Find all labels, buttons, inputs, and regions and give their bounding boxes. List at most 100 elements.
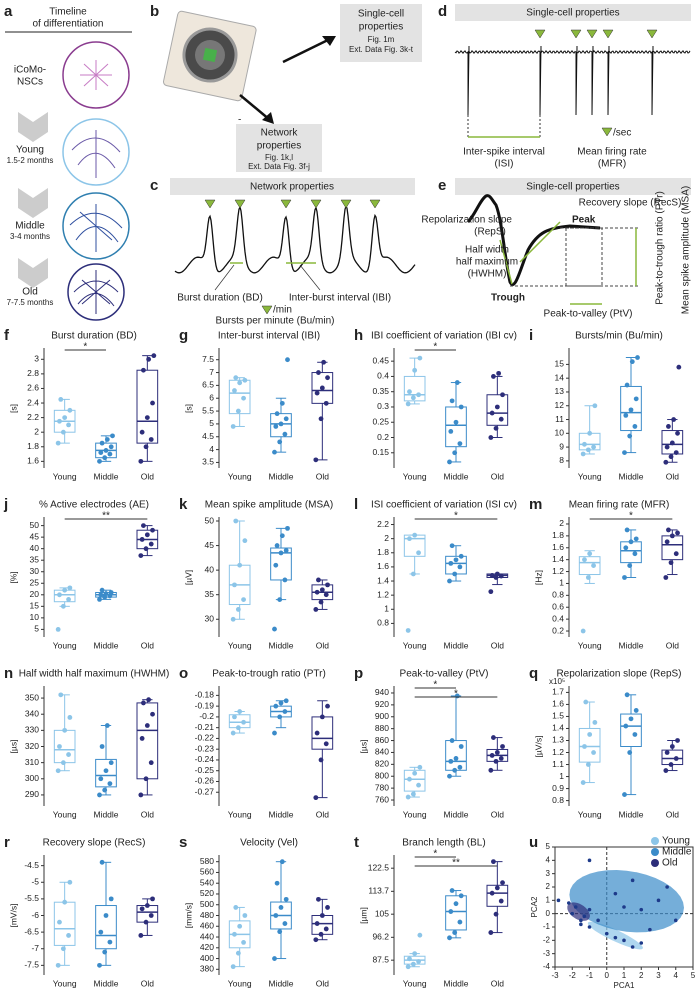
data-point: [587, 858, 592, 863]
data-point: [410, 395, 416, 401]
panel-e: e Single-cell properties Recovery slope …: [421, 177, 691, 320]
data-point: [241, 597, 246, 603]
data-point: [323, 741, 329, 747]
label: Recovery slope (RecS): [579, 198, 682, 209]
data-point: [230, 424, 236, 429]
data-point: [67, 585, 73, 591]
data-point: [237, 380, 243, 386]
data-point: [325, 375, 330, 381]
data-point: [412, 770, 418, 776]
data-point: [55, 440, 61, 446]
data-point: [449, 888, 455, 893]
data-point: [97, 962, 102, 968]
x-tick-label: Middle: [618, 471, 643, 481]
box-title: properties: [257, 141, 301, 152]
x-tick-label: 3: [656, 971, 661, 980]
significance-label: **: [452, 858, 460, 869]
box-ref: Ext. Data Fig. 3k-t: [349, 45, 414, 54]
data-point: [103, 768, 109, 774]
y-tick-label: 2: [384, 533, 389, 543]
data-point: [232, 582, 237, 588]
data-point: [416, 782, 421, 788]
data-point: [66, 422, 71, 428]
data-point: [57, 418, 62, 424]
data-point: [623, 723, 629, 729]
data-point: [143, 776, 149, 782]
data-point: [143, 919, 149, 925]
y-tick-label: -0.22: [195, 733, 215, 743]
y-tick-label: -0.25: [195, 765, 215, 775]
data-point: [232, 388, 237, 393]
data-point: [632, 551, 638, 557]
data-point: [58, 692, 64, 698]
data-point: [319, 913, 325, 918]
y-tick-label: 580: [200, 856, 214, 866]
y-axis-label: [µs]: [358, 740, 368, 754]
x-tick-label: Old: [316, 640, 330, 650]
stage-age: 7-7.5 months: [7, 298, 54, 307]
y-tick-label: 340: [25, 708, 39, 718]
chevron: [18, 188, 48, 218]
data-point: [628, 407, 634, 413]
data-point: [235, 950, 241, 956]
x-axis-label: PCA1: [614, 981, 635, 990]
stage-name: iCoMo-: [14, 65, 46, 76]
data-point: [272, 626, 277, 632]
y-tick-label: 1.3: [552, 735, 564, 745]
data-point: [146, 697, 152, 703]
x-tick-label: Middle: [93, 640, 118, 650]
chart-title: Mean spike amplitude (MSA): [205, 500, 333, 511]
y-tick-label: -0.24: [195, 754, 215, 764]
box: [620, 541, 642, 564]
panel-letter: m: [529, 496, 542, 513]
data-point: [556, 898, 561, 903]
significance-label: *: [83, 342, 87, 353]
data-point: [274, 543, 280, 548]
data-point: [283, 896, 289, 902]
marker-icon: [601, 127, 613, 137]
stage-age: 1.5-2 months: [7, 156, 54, 165]
y-tick-label: 1.8: [27, 441, 39, 451]
panel-letter: b: [150, 3, 159, 20]
chevron: [18, 258, 48, 288]
data-point: [448, 758, 454, 764]
data-point: [579, 918, 583, 923]
panel-title: Single-cell properties: [526, 182, 619, 193]
label: half maximum: [456, 257, 518, 268]
data-point: [108, 444, 114, 450]
data-point: [582, 914, 587, 919]
data-point: [139, 906, 145, 912]
x-tick-label: Old: [141, 471, 155, 481]
y-tick-label: 1.2: [552, 747, 564, 757]
data-point: [138, 933, 144, 938]
y-tick-label: 2.4: [27, 397, 39, 407]
data-point: [278, 550, 284, 556]
data-point: [585, 447, 591, 453]
x-tick-label: Middle: [93, 809, 118, 819]
arrow-head: [262, 112, 274, 124]
y-tick-label: 5: [34, 624, 39, 634]
timeline-title: of differentiation: [33, 19, 104, 30]
y-axis-label: [Hz]: [533, 570, 543, 585]
y-tick-label: 0.35: [372, 386, 389, 396]
y-tick-label: 3.5: [202, 457, 214, 467]
significance-label: *: [629, 511, 633, 522]
y-tick-label: 920: [375, 699, 389, 709]
data-point: [242, 913, 248, 918]
y-tick-label: 20: [30, 589, 40, 599]
data-point: [592, 403, 598, 409]
data-point: [148, 913, 154, 918]
data-point: [668, 762, 674, 767]
label: Inter-spike interval: [463, 147, 545, 158]
y-tick-label: 400: [200, 953, 214, 963]
x-tick-label: Middle: [618, 640, 643, 650]
box: [578, 432, 601, 451]
data-point: [489, 753, 495, 758]
data-point: [233, 905, 239, 910]
data-point: [316, 896, 321, 902]
y-tick-label: 40: [30, 543, 40, 553]
data-point: [313, 795, 319, 801]
x-tick-label: Young: [578, 809, 602, 819]
data-point: [491, 374, 496, 379]
data-point: [283, 698, 289, 704]
